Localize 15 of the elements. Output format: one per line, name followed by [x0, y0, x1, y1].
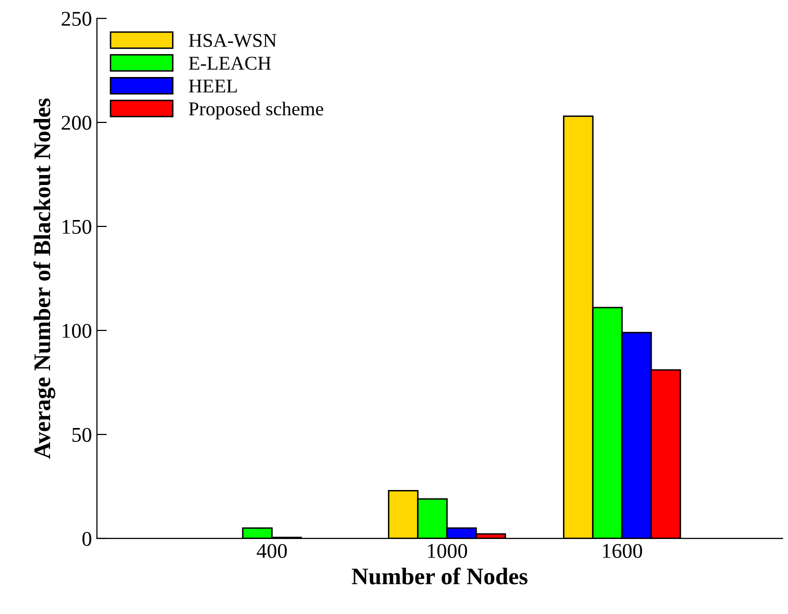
y-tick-label: 0 — [82, 532, 92, 546]
y-tick-label: 50 — [72, 428, 92, 442]
legend-label: Proposed scheme — [188, 102, 324, 120]
y-tick-label: 200 — [62, 116, 92, 130]
y-axis-title: Average Number of Blackout Nodes — [33, 98, 56, 459]
y-tick-label: 150 — [62, 220, 92, 234]
x-axis-title: Number of Nodes — [352, 568, 528, 584]
y-tick-label: 100 — [62, 324, 92, 338]
x-tick-label: 1600 — [603, 544, 642, 558]
y-tick-label: 250 — [62, 12, 92, 26]
x-tick-label: 400 — [256, 544, 287, 558]
legend-label: HEEL — [188, 80, 237, 92]
x-tick-label: 1000 — [428, 544, 468, 558]
legend-label: E-LEACH — [188, 56, 271, 70]
legend-label: HSA-WSN — [188, 34, 276, 48]
